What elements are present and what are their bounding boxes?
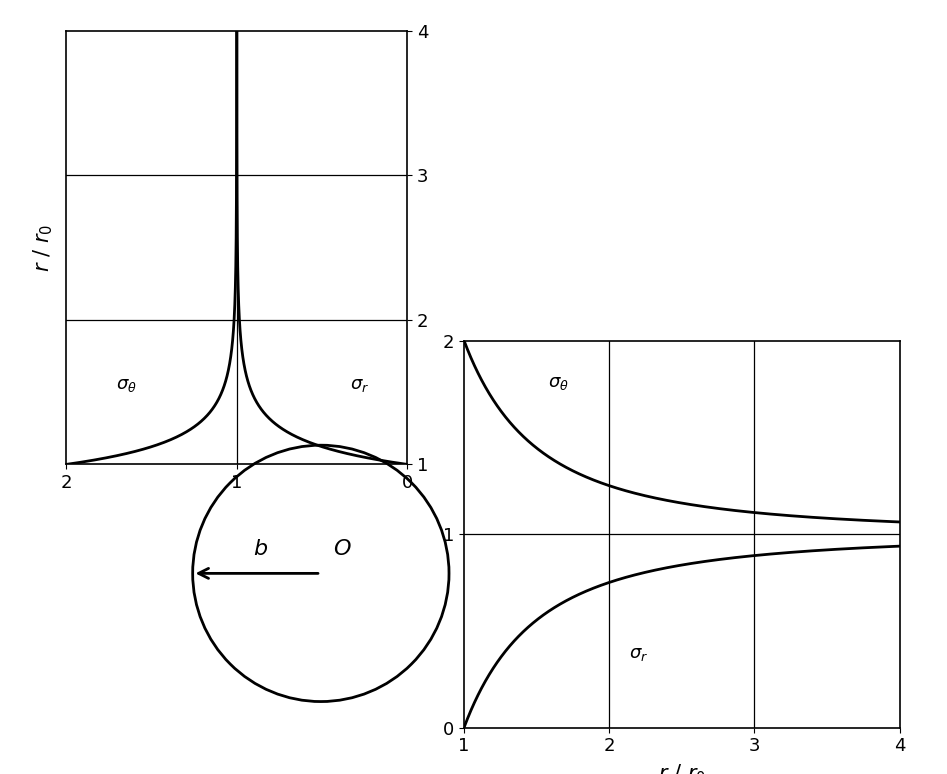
Text: $\sigma_r$: $\sigma_r$ bbox=[349, 376, 369, 394]
Y-axis label: $r\ /\ r_0$: $r\ /\ r_0$ bbox=[31, 224, 55, 272]
Text: $b$: $b$ bbox=[253, 539, 268, 559]
Text: $\sigma_\theta$: $\sigma_\theta$ bbox=[116, 376, 136, 394]
Text: $\sigma_r$: $\sigma_r$ bbox=[629, 645, 648, 663]
Text: $O$: $O$ bbox=[333, 539, 351, 559]
Text: $\sigma_\theta$: $\sigma_\theta$ bbox=[548, 374, 569, 392]
X-axis label: $r\ /\ r_0$: $r\ /\ r_0$ bbox=[658, 762, 706, 774]
